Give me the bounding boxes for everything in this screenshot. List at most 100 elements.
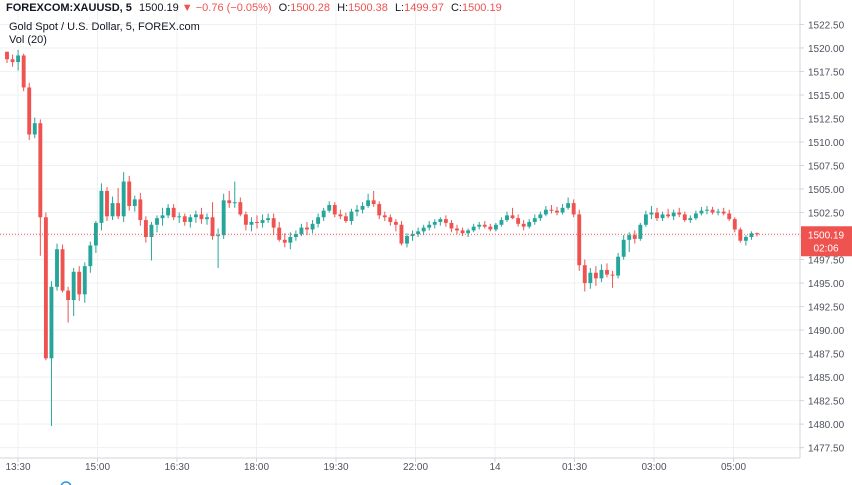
candle-body [582,265,587,284]
candle [55,243,59,291]
candle-body [488,226,493,230]
candle [266,213,271,223]
candle-body [255,221,259,223]
chart-legend: FOREXCOM:XAUUSD, 5 1500.19 ▼ −0.76 (−0.0… [6,1,502,15]
candle-body [738,229,743,241]
candle-body [182,216,187,222]
candle [482,221,487,229]
x-tick-label: 14 [489,462,501,473]
candle-body [410,234,415,237]
x-tick-label: 05:00 [721,462,746,473]
candle [538,211,543,222]
symbol-label[interactable]: FOREXCOM:XAUUSD, 5 [6,2,132,14]
candle [527,219,532,229]
candle [260,214,265,228]
candle [338,209,343,220]
candle-body [593,272,598,279]
candle-body [288,236,293,243]
candle-body [177,216,182,218]
candle-body [149,224,154,237]
candle-body [727,213,732,220]
candle-body [355,209,359,212]
candle-body [499,220,504,225]
candle-body [188,217,193,222]
candle [77,266,82,301]
candle [466,228,471,237]
candle [666,208,671,219]
candle-body [743,236,748,241]
candle [560,204,565,215]
candle [27,82,32,141]
candle-body [338,214,343,217]
candle-body [327,205,332,211]
candle [705,205,709,215]
y-tick-label: 1515.00 [808,91,845,102]
candle [38,119,43,256]
candle [232,181,237,208]
candle-body [110,203,115,217]
y-tick-label: 1492.50 [808,303,845,314]
x-tick-label: 03:00 [641,462,666,473]
close-label: C: [450,2,462,14]
candle [605,263,609,278]
candle [316,213,321,228]
candle [305,221,309,236]
candle-body [127,181,132,206]
candle-body [610,274,615,276]
y-tick-label: 1477.50 [808,444,845,455]
candle-body [282,239,287,243]
candle [349,208,354,225]
last-value: 1500.19 [138,2,179,14]
candle-body [599,269,604,279]
candle [682,211,687,222]
candle-body [538,214,543,219]
volume-indicator-label[interactable]: Vol (20) [9,34,47,46]
candle-body [193,214,198,218]
candle-body [21,55,26,88]
candle [488,223,493,232]
candle-body [655,212,659,219]
candle-body [716,211,721,213]
candle [727,209,732,222]
candle [282,233,287,248]
y-tick-label: 1487.50 [808,350,845,361]
price-axis[interactable]: 1522.50 1520.00 1517.50 1515.00 1512.50 1510.… [800,20,845,455]
candle [216,228,221,269]
candle [405,233,409,248]
candle-body [49,286,54,359]
candle [582,259,587,292]
time-axis[interactable]: 13:30 15:00 16:30 18:00 19:30 22:00 14 01:30 03:… [5,458,746,473]
candle [510,207,515,220]
candle [193,210,198,223]
candle-body [571,203,576,215]
candle [593,266,598,286]
candle-body [266,218,271,221]
y-tick-label: 1512.50 [808,114,845,125]
low-label: L: [394,2,405,14]
candle [638,222,643,241]
candle-body [16,55,21,63]
x-tick-label: 15:00 [85,462,110,473]
candle-body [227,200,232,204]
candle-body [60,249,65,291]
candle-body [455,228,459,231]
candle [49,281,54,427]
candle-body [427,224,432,228]
candle [271,213,276,236]
candle [471,223,476,233]
candle [443,215,448,227]
candle-body [405,236,409,244]
candle-body [321,210,326,218]
candle-body [466,230,471,234]
candle-body [699,210,704,214]
y-tick-label: 1482.50 [808,397,845,408]
candle-body [566,203,571,208]
candle-body [677,212,682,215]
candle [455,224,459,235]
candle [632,230,637,244]
candle-body [416,231,421,235]
candle-body [482,224,487,227]
candle-body [660,214,665,219]
candle-body [260,220,265,223]
